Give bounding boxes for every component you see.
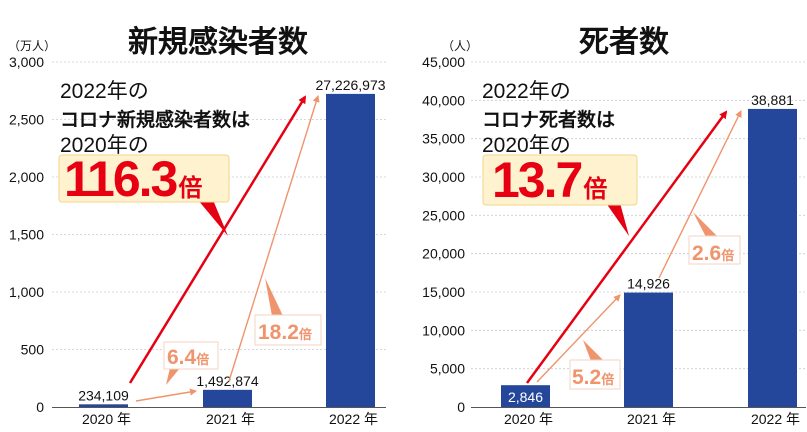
value-label: 27,226,973	[315, 77, 385, 93]
ratio-callout: 116.3倍	[58, 151, 230, 236]
x-tick-label: 2022 年	[329, 411, 378, 427]
y-tick-label: 2,000	[9, 169, 44, 185]
bar	[79, 404, 128, 407]
value-label: 14,926	[627, 276, 670, 292]
y-unit-label: （人）	[442, 39, 478, 53]
svg-text:2.6倍: 2.6倍	[692, 242, 734, 265]
svg-text:18.2倍: 18.2倍	[258, 321, 312, 344]
ratio-unit: 倍	[583, 175, 607, 203]
value-label: 2,846	[508, 389, 543, 405]
bar	[624, 292, 673, 407]
y-tick-label: 30,000	[422, 169, 465, 185]
y-tick-labels: 0 500 1,000 1,500 2,000 2,500 3,000	[9, 54, 44, 415]
y-tick-label: 2,500	[9, 112, 44, 128]
annotation-line2: コロナ新規感染者数は	[60, 108, 250, 131]
annotation-line3: 2020年の	[482, 134, 571, 157]
y-tick-label: 1,500	[9, 227, 44, 243]
ratio-value: 13.7倍	[492, 152, 607, 208]
growth-arrow-2020-2021	[135, 388, 197, 402]
annotation-line3: 2020年の	[60, 134, 149, 157]
x-tick-label: 2022 年	[751, 411, 800, 427]
value-label: 1,492,874	[196, 373, 258, 389]
svg-text:6.4倍: 6.4倍	[167, 346, 209, 369]
y-tick-label: 10,000	[422, 322, 465, 338]
y-tick-label: 1,000	[9, 284, 44, 300]
value-labels: 2,846 14,926 38,881	[508, 92, 794, 405]
y-tick-label: 3,000	[9, 54, 44, 70]
chart-title: 死者数	[579, 25, 670, 60]
y-unit-label: （万人）	[8, 39, 56, 53]
bar	[501, 385, 550, 407]
growth-callout-2021: 6.4倍	[163, 341, 219, 385]
y-tick-label: 0	[457, 399, 465, 415]
bar	[326, 93, 375, 408]
chart-new-cases: 新規感染者数 （万人） 0 500 1,000 1,500 2,000 2,500 3,00…	[8, 25, 386, 427]
bar	[203, 389, 252, 407]
chart-title: 新規感染者数	[128, 25, 309, 60]
bar	[748, 108, 797, 408]
value-labels: 234,109 1,492,874 27,226,973	[78, 77, 386, 403]
bars	[501, 108, 797, 408]
svg-text:5.2倍: 5.2倍	[572, 366, 614, 389]
ratio-value: 116.3倍	[64, 151, 202, 207]
chart-deaths: 死者数 （人） 0 5,000 10,000 15,000 20,000 25,000 30…	[422, 25, 806, 427]
growth-arrow-2020-2022	[128, 95, 307, 384]
ratio-unit: 倍	[178, 174, 202, 202]
ratio-number: 116.3	[64, 151, 177, 207]
growth-arrow-2021-2022	[228, 95, 320, 382]
x-tick-label: 2021 年	[206, 411, 255, 427]
x-tick-label: 2020 年	[82, 411, 131, 427]
growth-arrow-2020-2022	[525, 110, 728, 384]
y-tick-label: 5,000	[430, 361, 465, 377]
growth-callout-2021: 5.2倍	[569, 340, 621, 390]
x-tick-labels: 2020 年 2021 年 2022 年	[504, 411, 800, 427]
annotation-line1: 2022年の	[60, 80, 149, 103]
y-tick-label: 15,000	[422, 284, 465, 300]
growth-arrow-2021-2022	[658, 110, 742, 279]
y-tick-label: 25,000	[422, 207, 465, 223]
ratio-number: 13.7	[492, 152, 582, 208]
annotation-line1: 2022年の	[482, 80, 571, 103]
y-tick-label: 20,000	[422, 246, 465, 262]
y-tick-label: 500	[21, 342, 45, 358]
y-tick-label: 35,000	[422, 131, 465, 147]
x-tick-label: 2021 年	[627, 411, 676, 427]
annotation-line2: コロナ死者数は	[482, 108, 615, 131]
growth-callout-2022: 2.6倍	[688, 212, 741, 265]
y-tick-label: 40,000	[422, 92, 465, 108]
value-label: 234,109	[78, 387, 129, 403]
y-tick-labels: 0 5,000 10,000 15,000 20,000 25,000 30,000 35,0…	[422, 54, 465, 415]
value-label: 38,881	[751, 92, 794, 108]
x-tick-label: 2020 年	[504, 411, 553, 427]
y-tick-label: 45,000	[422, 54, 465, 70]
x-tick-labels: 2020 年 2021 年 2022 年	[82, 411, 378, 427]
growth-callout-2022: 18.2倍	[254, 278, 322, 346]
growth-arrow-2020-2021	[536, 294, 621, 383]
bars	[79, 93, 375, 408]
y-tick-label: 0	[36, 399, 44, 415]
ratio-callout: 13.7倍	[482, 152, 638, 236]
